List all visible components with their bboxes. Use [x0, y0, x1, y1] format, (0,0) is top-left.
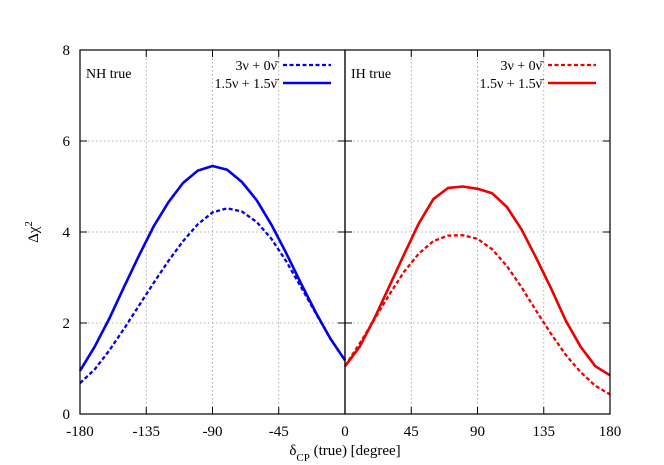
y-axis-label: Δχ2 — [23, 221, 42, 243]
ih-x-tick-label: 135 — [533, 424, 556, 440]
ih-legend-label: 3ν + 0ν̄ — [500, 59, 545, 74]
ih-x-tick-label: 45 — [404, 424, 419, 440]
y-tick-label: 4 — [63, 225, 71, 241]
nh-series-dashed-line — [79, 207, 346, 384]
nh-x-tick-label: -135 — [133, 424, 161, 440]
y-tick-label: 0 — [63, 407, 71, 423]
nh-x-tick-label: 0 — [341, 424, 349, 440]
ih-legend-label: 1.5ν + 1.5ν̄ — [479, 77, 545, 92]
x-axis-label: δCP (true) [degree] — [289, 443, 400, 464]
nh-x-tick-label: -90 — [203, 424, 223, 440]
ih-series-dashed-line — [344, 234, 611, 396]
ih-series-solid-line — [343, 185, 611, 377]
ih-plot-frame — [344, 49, 611, 415]
ih-x-tick-label: 90 — [470, 424, 485, 440]
nh-panel: -180 -135 -90 -45 0 0 2 4 6 8 NH true 3ν + 0ν̄ 1.5ν … — [63, 43, 349, 440]
nh-series-solid-line — [78, 164, 347, 372]
nh-legend-label: 1.5ν + 1.5ν̄ — [214, 77, 280, 92]
ih-x-tick-label: 180 — [599, 424, 622, 440]
ih-panel-label: IH true — [351, 67, 391, 82]
nh-panel-label: NH true — [86, 67, 132, 82]
y-tick-label: 2 — [63, 316, 71, 332]
nh-legend-label: 3ν + 0ν̄ — [235, 59, 280, 74]
nh-x-tick-label: -180 — [66, 424, 94, 440]
ih-panel: 45 90 135 180 IH true 3ν + 0ν̄ 1.5ν + 1.5ν̄ — [343, 49, 622, 440]
nh-x-tick-label: -45 — [269, 424, 289, 440]
y-tick-label: 8 — [63, 43, 71, 59]
y-tick-label: 6 — [63, 134, 71, 150]
